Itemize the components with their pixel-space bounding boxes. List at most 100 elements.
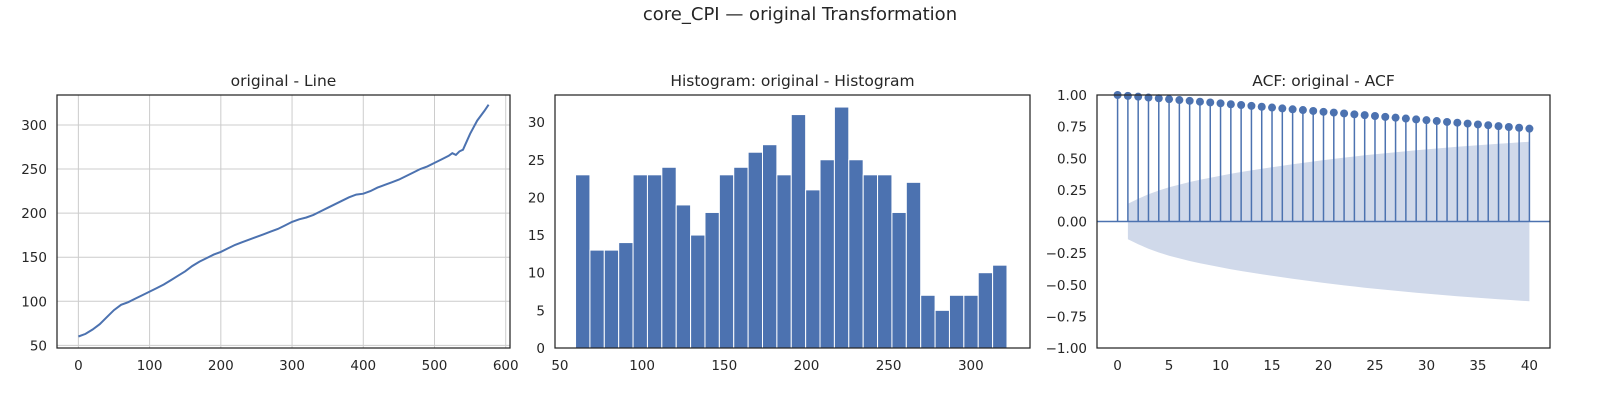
y-tick-label: 0.25 bbox=[1057, 183, 1087, 199]
histogram-bar bbox=[618, 242, 634, 349]
histogram-bar bbox=[776, 174, 792, 349]
x-tick-label: 10 bbox=[1212, 358, 1229, 374]
y-tick-label: −0.25 bbox=[1046, 246, 1087, 262]
y-tick-label: 200 bbox=[21, 206, 47, 222]
histogram-bar bbox=[589, 249, 605, 349]
y-tick-label: 10 bbox=[528, 266, 545, 282]
histogram-bar bbox=[646, 174, 663, 349]
histogram-bar bbox=[948, 294, 965, 349]
histogram-bar bbox=[790, 114, 807, 349]
acf-point bbox=[1463, 119, 1472, 128]
y-tick-label: 150 bbox=[21, 250, 47, 266]
histogram-bar bbox=[747, 151, 764, 349]
histogram-bar bbox=[862, 174, 879, 349]
x-tick-label: 50 bbox=[551, 358, 568, 374]
acf-point bbox=[1329, 108, 1338, 117]
acf-point bbox=[1473, 120, 1482, 129]
chart-title: ACF: original - ACF bbox=[1252, 72, 1395, 90]
y-tick-label: −0.75 bbox=[1046, 309, 1087, 325]
acf-point bbox=[1175, 96, 1184, 105]
x-tick-label: 0 bbox=[74, 358, 83, 374]
acf-point bbox=[1226, 100, 1235, 109]
y-tick-label: 5 bbox=[536, 303, 545, 319]
acf-point bbox=[1237, 100, 1246, 109]
acf-point bbox=[1268, 103, 1277, 112]
acf-point bbox=[1360, 111, 1369, 120]
series-line bbox=[78, 104, 490, 338]
x-tick-label: 40 bbox=[1521, 358, 1538, 374]
acf-point bbox=[1391, 113, 1400, 122]
x-tick-label: 500 bbox=[422, 358, 448, 374]
x-tick-label: 250 bbox=[876, 358, 902, 374]
chart-title: Histogram: original - Histogram bbox=[670, 72, 914, 90]
acf-point bbox=[1319, 107, 1328, 116]
y-tick-label: 25 bbox=[528, 153, 545, 169]
axes-frame bbox=[1096, 94, 1551, 349]
acf-point bbox=[1432, 117, 1441, 126]
histogram-bar bbox=[877, 174, 893, 349]
x-tick-label: 0 bbox=[1113, 358, 1122, 374]
x-tick-label: 400 bbox=[350, 358, 376, 374]
acf-point bbox=[1515, 123, 1524, 132]
acf-point bbox=[1298, 106, 1307, 115]
acf-point bbox=[1484, 121, 1493, 130]
acf-point bbox=[1381, 112, 1390, 121]
x-tick-label: 600 bbox=[493, 358, 519, 374]
histogram-bar bbox=[833, 106, 850, 349]
acf-point bbox=[1443, 117, 1452, 126]
acf-point bbox=[1123, 91, 1132, 100]
acf-point bbox=[1370, 111, 1379, 120]
acf-point bbox=[1154, 94, 1163, 103]
acf-point bbox=[1185, 96, 1194, 105]
axes-frame bbox=[56, 94, 511, 349]
x-tick-label: 150 bbox=[711, 358, 737, 374]
acf-point bbox=[1257, 102, 1266, 111]
acf-point bbox=[1247, 101, 1256, 110]
histogram-bar bbox=[690, 234, 706, 349]
y-tick-label: 20 bbox=[528, 190, 545, 206]
acf-point bbox=[1309, 106, 1318, 115]
histogram-bar bbox=[905, 181, 922, 349]
y-tick-label: 0 bbox=[536, 341, 545, 357]
histogram-bar bbox=[992, 264, 1008, 349]
x-tick-label: 35 bbox=[1469, 358, 1486, 374]
y-tick-label: 250 bbox=[21, 162, 47, 178]
acf-point bbox=[1494, 122, 1503, 131]
y-tick-label: 0.50 bbox=[1057, 151, 1087, 167]
chart-panel-2: 50 100 150 200 250 300 0 5 10 15 20 25 30 Histogram: … bbox=[528, 72, 1031, 374]
y-tick-label: 30 bbox=[528, 115, 545, 131]
histogram-bar bbox=[661, 166, 677, 349]
acf-point bbox=[1288, 105, 1297, 114]
y-tick-label: 0.00 bbox=[1057, 215, 1087, 231]
acf-point bbox=[1453, 118, 1462, 127]
x-tick-label: 300 bbox=[279, 358, 305, 374]
acf-point bbox=[1422, 116, 1431, 125]
histogram-bar bbox=[762, 144, 778, 349]
figure-title: core_CPI — original Transformation bbox=[642, 4, 958, 25]
y-tick-label: 50 bbox=[30, 338, 47, 354]
acf-point bbox=[1195, 97, 1204, 106]
acf-point bbox=[1340, 109, 1349, 118]
y-tick-label: −0.50 bbox=[1046, 278, 1087, 294]
chart-panel-3: 0 5 10 15 20 25 30 35 40 −1.00 −0.75 −0.50 −0.25 0.00… bbox=[1046, 72, 1551, 374]
acf-point bbox=[1134, 92, 1143, 101]
chart-title: original - Line bbox=[231, 72, 337, 90]
y-tick-label: 15 bbox=[528, 228, 545, 244]
histogram-bar bbox=[963, 294, 979, 349]
histogram-bar bbox=[632, 174, 648, 349]
histogram-bar bbox=[819, 159, 835, 349]
histogram-bar bbox=[805, 189, 821, 349]
y-tick-label: 1.00 bbox=[1057, 88, 1087, 104]
x-tick-label: 15 bbox=[1263, 358, 1280, 374]
y-tick-label: 300 bbox=[21, 118, 47, 134]
y-tick-label: 100 bbox=[21, 294, 47, 310]
histogram-bar bbox=[603, 249, 620, 349]
acf-point bbox=[1350, 110, 1359, 119]
histogram-bar bbox=[891, 211, 907, 349]
histogram-bar bbox=[575, 174, 591, 349]
y-tick-label: −1.00 bbox=[1046, 341, 1087, 357]
histogram-bar bbox=[977, 272, 994, 349]
x-tick-label: 200 bbox=[208, 358, 234, 374]
